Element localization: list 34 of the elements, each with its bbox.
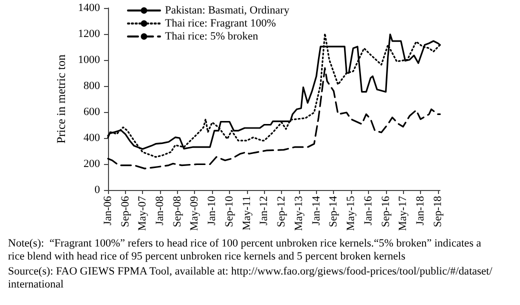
text: Note(s): “Fragrant 100%” refers to head rice of 100 percent unbroken rice kernels.“5% broken” indicates a rice blend with head rice of 95 percent unbroken rice kernels and 5 percent broken kernels [8,238,484,262]
x-tick-label: Sep-12 [276,196,288,228]
x-tick-label: Sep-16 [380,196,392,228]
x-tick-label: May-17 [397,196,410,231]
y-tick-label: 0 [94,184,100,196]
x-tick-label: Jan-06 [102,196,114,226]
legend-label: Thai rice: 5% broken [165,30,259,42]
legend-label: Pakistan: Basmati, Ordinary [165,4,290,16]
legend-label: Thai rice: Fragrant 100% [165,18,276,30]
y-tick-label: 200 [84,158,100,170]
x-tick-label: Jan-12 [258,196,270,226]
x-tick-label: Sep-18 [432,196,444,228]
y-tick-label: 1400 [78,2,100,14]
x-tick-label: Sep-14 [328,196,340,228]
y-tick-label: 1200 [78,28,100,40]
x-tick-label: May-07 [136,196,149,231]
y-tick-label: 1000 [78,54,100,66]
y-tick-label: 800 [84,80,100,92]
x-tick-label: Jan-18 [414,196,427,226]
x-tick-label: May-11 [240,196,253,230]
x-tick-label: Jan-08 [154,196,166,226]
x-tick-label: May-09 [188,196,201,231]
source-note: Source(s): FAO GIEWS FPMA Tool, available at: http://www.fao.org/giews/food-prices/tool/public/#/dataset/international [8,266,494,290]
x-tick-label: Jan-10 [206,196,218,226]
x-tick-label: May-13 [292,196,305,231]
x-tick-label: Jan-14 [310,196,322,226]
x-tick-label: Sep-08 [171,196,184,228]
x-tick-label: Sep-10 [224,196,236,228]
x-tick-label: Sep-06 [119,196,132,228]
y-tick-label: 600 [84,106,100,118]
y-axis-title: Price in metric ton [54,54,68,144]
y-tick-label: 400 [84,132,100,144]
x-tick-label: Jan-16 [362,196,374,226]
x-tick-label: May-15 [344,196,357,231]
